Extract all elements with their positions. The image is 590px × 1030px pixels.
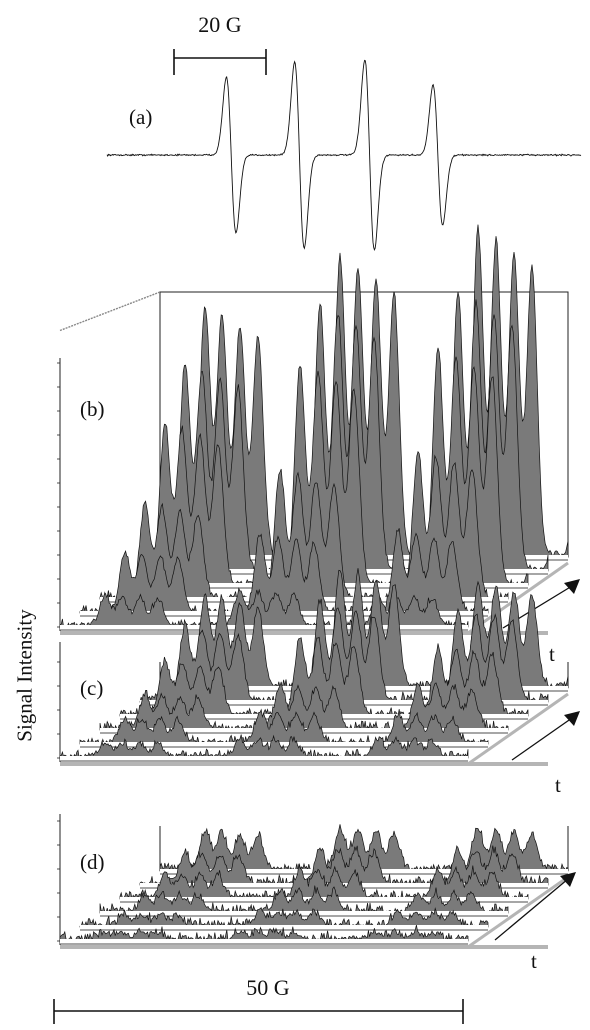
panel-c-trace-base (80, 742, 488, 747)
panel-c-trace (79, 708, 489, 745)
panel-d-label: (d) (80, 850, 105, 874)
panel-b-trace (159, 224, 569, 558)
panel-b-frame-edge (59, 291, 161, 332)
panel-c-trace (159, 568, 569, 689)
panel-d-trace (119, 863, 529, 901)
panel-c-label: (c) (80, 676, 103, 700)
panel-d-time-label: t (531, 949, 537, 973)
panel-d-trace-base (100, 911, 508, 916)
panel-c-trace-base (60, 756, 468, 761)
panel-d-trace (79, 907, 489, 928)
panel-d-trace-base (80, 925, 488, 930)
panel-d-floor-edge (467, 875, 569, 949)
scale-bar-bottom-label: 50 G (246, 975, 290, 1000)
panel-d (57, 814, 576, 949)
panel-c-trace (139, 598, 549, 704)
panel-c-trace (99, 681, 509, 732)
panel-c-time-label: t (555, 773, 561, 797)
panel-d-trace (99, 885, 509, 914)
scale-bar-top-label: 20 G (198, 12, 242, 37)
panel-d-trace (59, 925, 469, 943)
panel-c-trace (59, 734, 469, 760)
panel-b-trace-base (60, 625, 468, 630)
panel-d-trace (139, 845, 549, 887)
panel-b-trace (79, 528, 489, 614)
panel-a-label: (a) (129, 105, 152, 129)
panel-b-trace (59, 587, 469, 629)
panel-c-time-arrowhead (564, 711, 580, 726)
panel-d-time-arrow (494, 878, 569, 941)
panel-c-trace (119, 636, 529, 717)
panel-c (57, 568, 580, 766)
panel-b-trace (119, 347, 529, 586)
panel-d-time-arrowhead (560, 872, 576, 887)
panel-b-trace (99, 450, 509, 600)
panel-b-time-arrowhead (564, 579, 580, 594)
panel-a-spectrum (106, 59, 582, 252)
panel-b-time-label: t (549, 642, 555, 666)
panel-d-trace-base (120, 897, 528, 902)
panel-d-trace (159, 824, 569, 873)
panel-d-trace-base (60, 939, 468, 944)
panel-b-label: (b) (80, 397, 105, 421)
panel-b-floor-edge (467, 561, 569, 635)
panel-b (57, 224, 580, 635)
panel-b-trace (139, 292, 549, 573)
panel-c-time-arrow (511, 717, 573, 761)
panel-c-floor-edge (467, 692, 569, 766)
